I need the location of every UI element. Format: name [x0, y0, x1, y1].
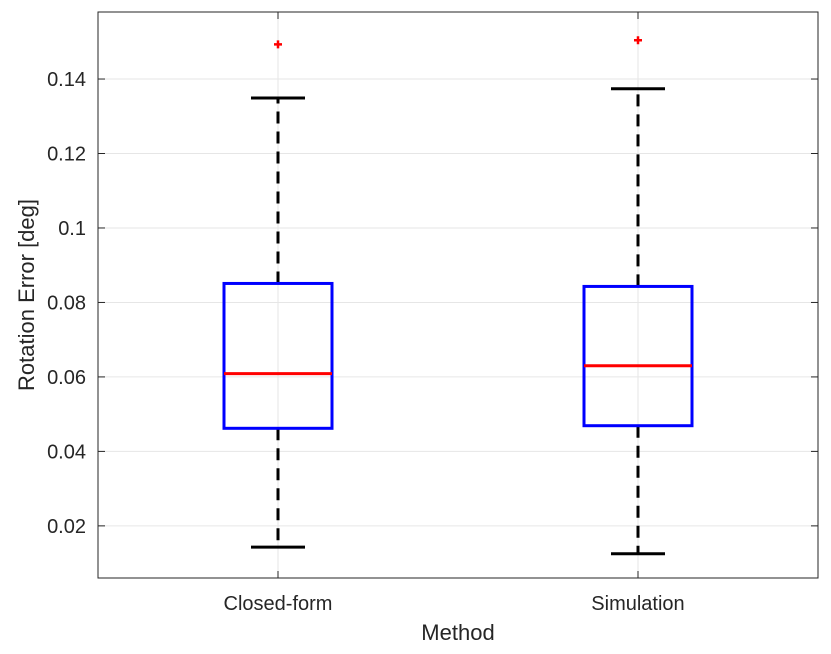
x-axis: Closed-form Simulation: [224, 12, 685, 615]
x-tick-label: Simulation: [591, 593, 684, 615]
x-axis-label: Method: [421, 620, 494, 645]
y-tick-label: 0.08: [47, 292, 86, 314]
y-tick-label: 0.06: [47, 367, 86, 389]
y-axis-label: Rotation Error [deg]: [14, 199, 39, 391]
y-tick-label: 0.02: [47, 516, 86, 538]
grid-lines: [98, 12, 818, 578]
box-group-simulation: [582, 36, 694, 556]
outlier-marker: [274, 40, 282, 49]
y-tick-label: 0.1: [58, 218, 86, 240]
boxes-layer: [222, 36, 694, 556]
plot-frame: [97, 11, 819, 579]
box-iqr: [582, 284, 694, 428]
outlier-marker: [634, 36, 642, 45]
y-tick-label: 0.04: [47, 441, 86, 463]
y-tick-label: 0.14: [47, 69, 86, 91]
y-tick-label: 0.12: [47, 144, 86, 166]
box-group-closed-form: [222, 40, 334, 549]
plot-background: [98, 12, 818, 578]
box-iqr: [222, 281, 334, 430]
x-tick-label: Closed-form: [224, 593, 333, 615]
y-axis: 0.02 0.04 0.06 0.08 0.1 0.12 0.14: [47, 69, 818, 538]
